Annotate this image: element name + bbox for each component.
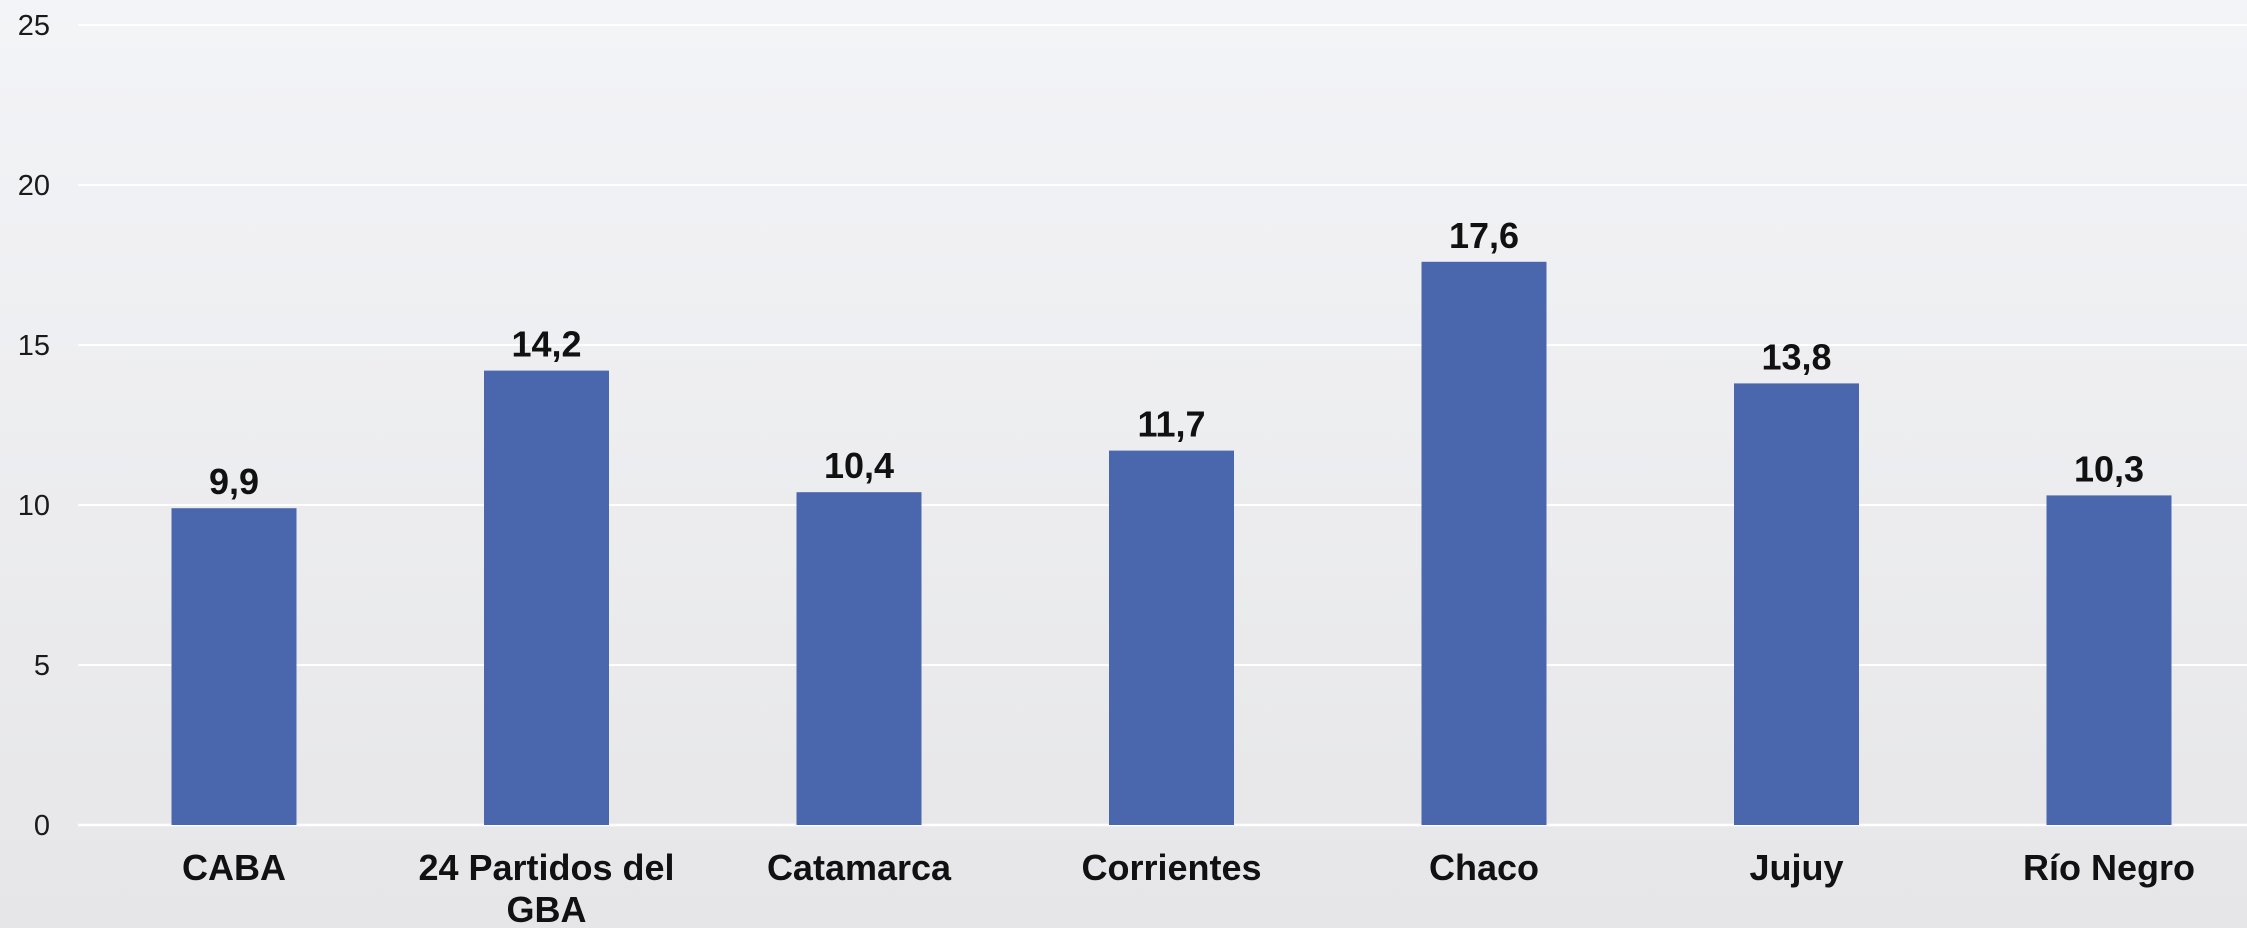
category-label: Jujuy [1749,847,1843,888]
y-tick-label: 0 [34,810,50,842]
y-tick-label: 10 [18,490,50,522]
bar [796,492,922,825]
bar [484,370,609,825]
data-label: 17,6 [1449,215,1519,256]
bar [2046,495,2172,825]
bar [1421,261,1547,825]
bar [1109,450,1234,825]
data-labels: 9,9 14,2 10,4 11,7 17,6 13,8 10,3 [209,215,2144,502]
data-label: 13,8 [1761,336,1831,377]
y-tick-label: 20 [18,170,50,202]
y-tick-label: 5 [34,650,50,682]
category-label: 24 Partidos del GBA [418,847,674,928]
category-labels: CABA 24 Partidos del GBA Catamarca Corriente… [182,847,2195,928]
y-tick-label: 15 [18,330,50,362]
category-label: Catamarca [767,847,952,888]
y-tick-label: 25 [18,10,50,42]
data-label: 14,2 [511,324,581,365]
bar [171,508,297,825]
data-label: 10,4 [824,445,894,486]
y-axis-tick-labels: 0 5 10 15 20 25 [18,10,50,842]
bars [171,261,2172,825]
data-label: 9,9 [209,461,259,502]
category-label: CABA [182,847,286,888]
category-label: Corrientes [1081,847,1261,888]
data-label: 11,7 [1137,404,1205,445]
data-label: 10,3 [2074,448,2144,489]
category-label: Chaco [1429,847,1539,888]
category-label: Río Negro [2023,847,2195,888]
bar [1734,383,1859,825]
